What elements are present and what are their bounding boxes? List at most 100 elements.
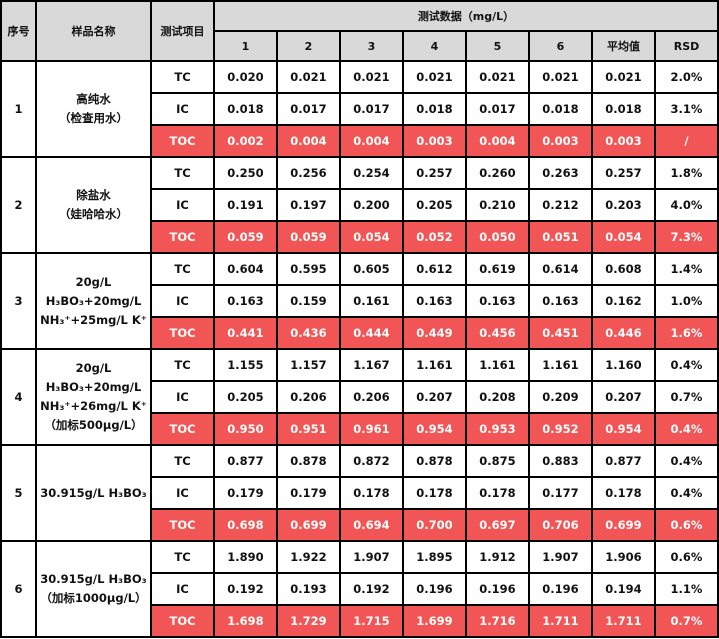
value-cell: 0.257 bbox=[402, 156, 467, 190]
test-item: TOC bbox=[150, 508, 215, 542]
average-cell: 0.203 bbox=[591, 188, 656, 222]
average-cell: 0.257 bbox=[591, 156, 656, 190]
value-cell: 0.451 bbox=[528, 316, 593, 350]
average-cell: 0.018 bbox=[591, 92, 656, 126]
value-cell: 1.890 bbox=[213, 540, 278, 574]
average-cell: 0.162 bbox=[591, 284, 656, 318]
value-cell: 1.912 bbox=[465, 540, 530, 574]
sample-name: 20g/L H₃BO₃+20mg/L NH₃⁺+26mg/L K⁺ （加标500μg/… bbox=[35, 348, 152, 446]
test-item: TC bbox=[150, 540, 215, 574]
value-cell: 0.021 bbox=[402, 60, 467, 94]
average-cell: 0.608 bbox=[591, 252, 656, 286]
value-cell: 0.054 bbox=[339, 220, 404, 254]
sample-name-line: 30.915g/L H₃BO₃ bbox=[40, 485, 147, 500]
table-row: TOC 1.698 1.729 1.715 1.699 1.716 1.711 1.711 0.… bbox=[1, 604, 719, 638]
header-column: 3 bbox=[339, 30, 404, 62]
value-cell: 0.017 bbox=[465, 92, 530, 126]
table-row: 2 除盐水 （娃哈哈水） TC 0.250 0.256 0.254 0.257 0.260 0.2… bbox=[0, 156, 719, 254]
table-row: 1 高纯水 （检查用水） TC 0.020 0.021 0.021 0.021 0.021 0.0… bbox=[0, 60, 719, 158]
rsd-cell: 0.7% bbox=[654, 380, 719, 414]
table-row: IC 0.163 0.159 0.161 0.163 0.163 0.163 0.162 1.0… bbox=[1, 284, 719, 318]
table-row: TOC 0.002 0.004 0.004 0.003 0.004 0.003 0.003/ bbox=[1, 124, 719, 158]
sample-name-line: （娃哈哈水） bbox=[59, 207, 128, 221]
value-cell: 0.177 bbox=[528, 476, 593, 510]
value-cell: 0.612 bbox=[402, 252, 467, 286]
sample-name-line: 20g/L bbox=[75, 361, 112, 375]
value-cell: 0.178 bbox=[402, 476, 467, 510]
value-cell: 0.004 bbox=[465, 124, 530, 158]
value-cell: 0.193 bbox=[276, 572, 341, 606]
value-cell: 0.021 bbox=[528, 60, 593, 94]
value-cell: 1.157 bbox=[276, 348, 341, 382]
test-item: IC bbox=[150, 284, 215, 318]
value-cell: 0.052 bbox=[402, 220, 467, 254]
value-cell: 0.951 bbox=[276, 412, 341, 446]
value-cell: 0.210 bbox=[465, 188, 530, 222]
value-cell: 0.021 bbox=[465, 60, 530, 94]
average-cell: 0.194 bbox=[591, 572, 656, 606]
value-cell: 0.178 bbox=[339, 476, 404, 510]
value-cell: 0.018 bbox=[528, 92, 593, 126]
rsd-cell: 1.6% bbox=[654, 316, 719, 350]
table-row: TOC 0.441 0.436 0.444 0.449 0.456 0.451 0.446 1.… bbox=[1, 316, 719, 350]
test-item: TC bbox=[150, 60, 215, 94]
average-cell: 1.160 bbox=[591, 348, 656, 382]
value-cell: 0.961 bbox=[339, 412, 404, 446]
value-cell: 0.021 bbox=[276, 60, 341, 94]
value-cell: 0.205 bbox=[213, 380, 278, 414]
value-cell: 0.206 bbox=[339, 380, 404, 414]
value-cell: 0.051 bbox=[528, 220, 593, 254]
value-cell: 0.205 bbox=[402, 188, 467, 222]
value-cell: 1.711 bbox=[528, 604, 593, 638]
test-item: TC bbox=[150, 252, 215, 286]
value-cell: 0.694 bbox=[339, 508, 404, 542]
sample-name-line: NH₃⁺+26mg/L K⁺ bbox=[40, 399, 147, 413]
table-row: IC 0.192 0.193 0.192 0.196 0.196 0.196 0.194 1.1… bbox=[1, 572, 719, 606]
value-cell: 0.456 bbox=[465, 316, 530, 350]
average-cell: 0.178 bbox=[591, 476, 656, 510]
table-row: IC 0.205 0.206 0.206 0.207 0.208 0.209 0.207 0.7… bbox=[1, 380, 719, 414]
rsd-cell: 0.4% bbox=[654, 444, 719, 478]
rsd-cell: 0.7% bbox=[654, 604, 719, 638]
value-cell: 0.877 bbox=[213, 444, 278, 478]
header-sample-name: 样品名称 bbox=[35, 0, 152, 62]
test-item: TOC bbox=[150, 220, 215, 254]
test-item: IC bbox=[150, 572, 215, 606]
value-cell: 0.208 bbox=[465, 380, 530, 414]
test-item: TOC bbox=[150, 412, 215, 446]
header-test-item: 测试项目 bbox=[150, 0, 215, 62]
value-cell: 0.017 bbox=[339, 92, 404, 126]
value-cell: 0.883 bbox=[528, 444, 593, 478]
value-cell: 0.018 bbox=[213, 92, 278, 126]
average-cell: 0.877 bbox=[591, 444, 656, 478]
table-body: 1 高纯水 （检查用水） TC 0.020 0.021 0.021 0.021 0.021 0.0… bbox=[0, 60, 719, 638]
rsd-cell: 1.1% bbox=[654, 572, 719, 606]
value-cell: 0.059 bbox=[276, 220, 341, 254]
value-cell: 1.715 bbox=[339, 604, 404, 638]
rsd-cell: 1.0% bbox=[654, 284, 719, 318]
test-item: TOC bbox=[150, 316, 215, 350]
header-column: 6 bbox=[528, 30, 593, 62]
value-cell: 1.895 bbox=[402, 540, 467, 574]
value-cell: 0.004 bbox=[276, 124, 341, 158]
value-cell: 0.953 bbox=[465, 412, 530, 446]
value-cell: 0.192 bbox=[339, 572, 404, 606]
sample-name: 除盐水 （娃哈哈水） bbox=[35, 156, 152, 254]
value-cell: 0.212 bbox=[528, 188, 593, 222]
value-cell: 0.250 bbox=[213, 156, 278, 190]
test-item: TC bbox=[150, 348, 215, 382]
sample-index: 3 bbox=[0, 252, 37, 350]
table-row: IC 0.191 0.197 0.200 0.205 0.210 0.212 0.203 4.0… bbox=[1, 188, 719, 222]
value-cell: 0.207 bbox=[402, 380, 467, 414]
rsd-cell: 1.8% bbox=[654, 156, 719, 190]
value-cell: 0.706 bbox=[528, 508, 593, 542]
sample-name-line: NH₃⁺+25mg/L K⁺ bbox=[40, 312, 147, 327]
value-cell: 0.163 bbox=[402, 284, 467, 318]
value-cell: 0.178 bbox=[465, 476, 530, 510]
value-cell: 0.700 bbox=[402, 508, 467, 542]
rsd-cell: 1.4% bbox=[654, 252, 719, 286]
value-cell: 0.003 bbox=[402, 124, 467, 158]
rsd-cell: 0.4% bbox=[654, 348, 719, 382]
sample-name: 20g/L H₃BO₃+20mg/L NH₃⁺+25mg/L K⁺ bbox=[35, 252, 152, 350]
